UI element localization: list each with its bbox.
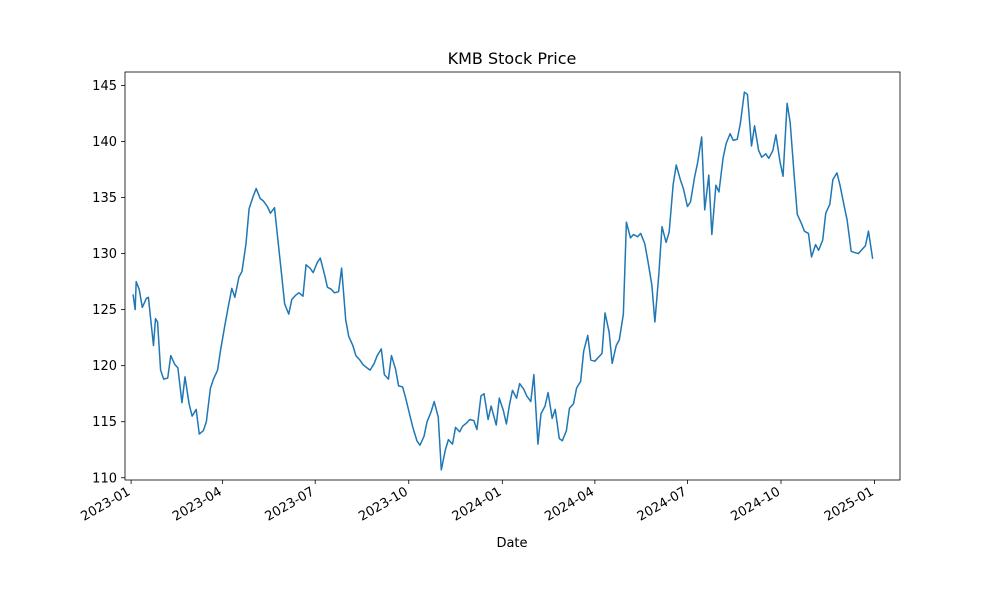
x-axis-label: Date xyxy=(496,536,527,551)
y-tick-label: 120 xyxy=(92,359,117,374)
chart-title: KMB Stock Price xyxy=(448,49,577,68)
x-tick-label: 2024-07 xyxy=(635,484,690,524)
x-tick-label: 2024-10 xyxy=(728,484,783,524)
y-tick-label: 135 xyxy=(92,191,117,206)
plot-area: 110 115 120 125 130 135 140 145 2023-01 2023-04 20… xyxy=(79,71,901,525)
x-tick-label: 2023-01 xyxy=(79,484,134,524)
x-tick-label: 2023-07 xyxy=(263,484,318,524)
price-line xyxy=(132,91,874,471)
y-tick-label: 130 xyxy=(92,247,117,262)
y-tick-label: 125 xyxy=(92,303,117,318)
y-tick-label: 145 xyxy=(92,79,117,94)
y-tick-label: 115 xyxy=(92,415,117,430)
x-tick-label: 2023-04 xyxy=(170,484,225,524)
x-tick-label: 2023-10 xyxy=(356,484,411,524)
y-tick-label: 110 xyxy=(92,471,117,486)
y-tick-label: 140 xyxy=(92,135,117,150)
axes-frame xyxy=(124,71,901,481)
x-tick-label: 2025-01 xyxy=(822,484,877,524)
x-tick-label: 2024-01 xyxy=(450,484,505,524)
x-tick-label: 2024-04 xyxy=(542,484,597,524)
